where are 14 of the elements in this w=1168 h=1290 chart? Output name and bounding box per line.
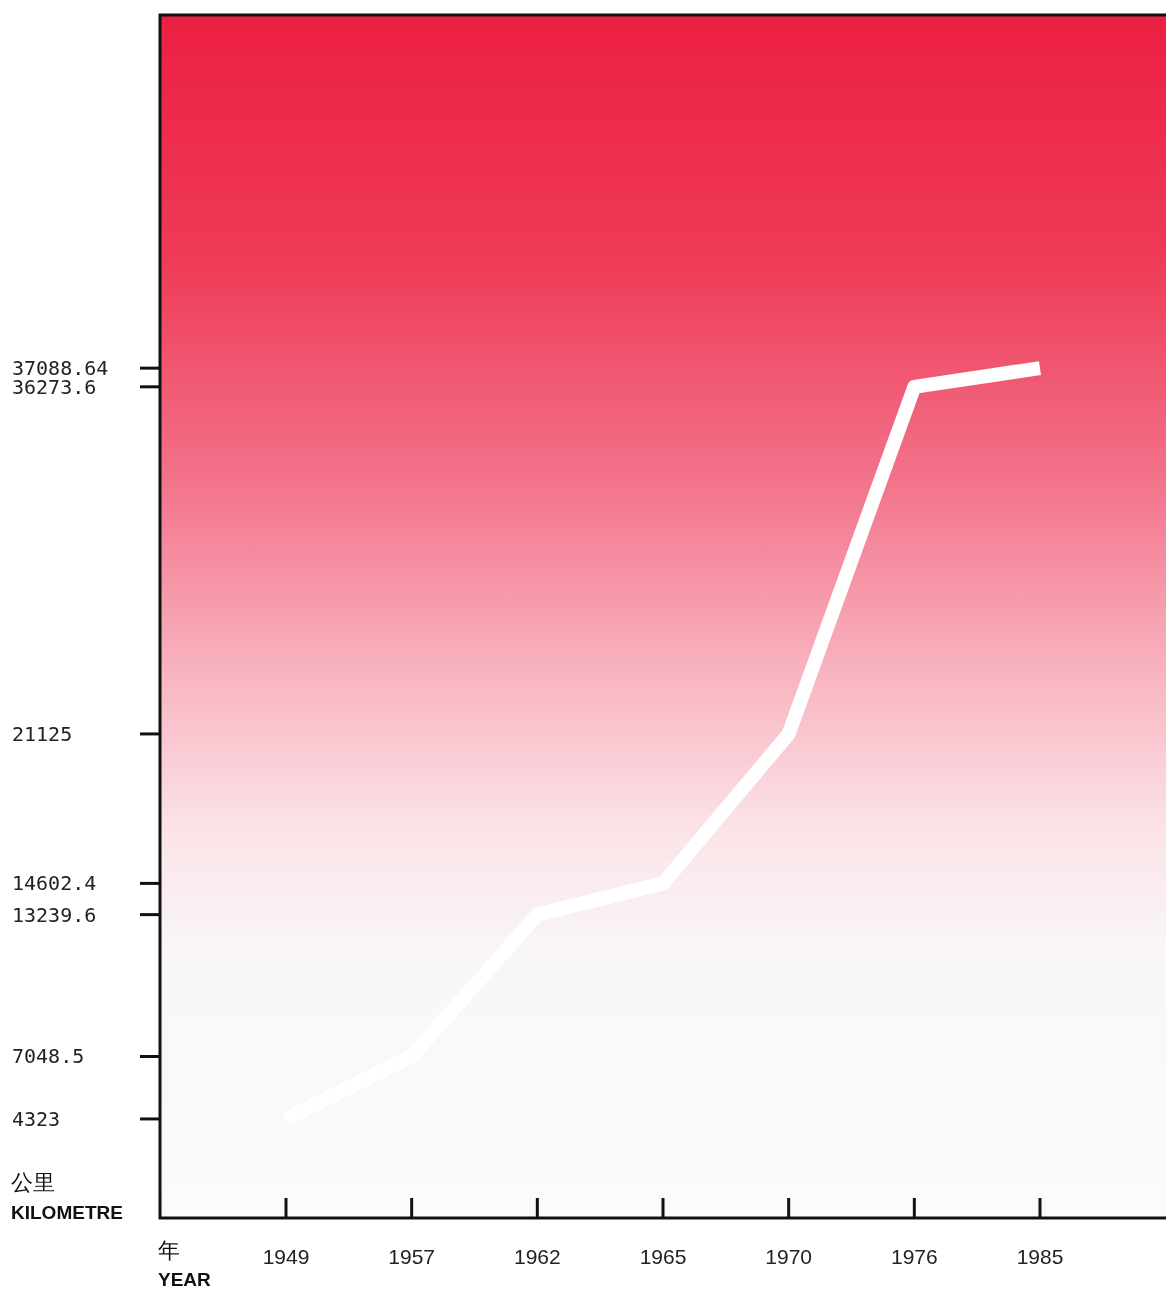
y-tick-label: 13239.6 [12, 902, 97, 927]
x-tick-label: 1962 [513, 1245, 561, 1268]
x-tick-label: 1949 [262, 1245, 310, 1268]
y-axis-title: 公里 KILOMETRE [11, 1170, 123, 1223]
y-tick-label: 21125 [12, 721, 73, 746]
y-tick-label: 7048.5 [12, 1044, 85, 1069]
x-tick-label: 1965 [639, 1245, 687, 1268]
x-tick-label: 1957 [388, 1245, 436, 1268]
x-tick-label: 1970 [765, 1245, 813, 1268]
y-tick-label: 14602.4 [12, 871, 97, 896]
x-tick-label: 1985 [1016, 1245, 1064, 1268]
x-tick-label: 1976 [890, 1245, 938, 1268]
x-axis-title: 年 YEAR [158, 1238, 212, 1290]
y-tick-label: 4323 [12, 1106, 61, 1131]
